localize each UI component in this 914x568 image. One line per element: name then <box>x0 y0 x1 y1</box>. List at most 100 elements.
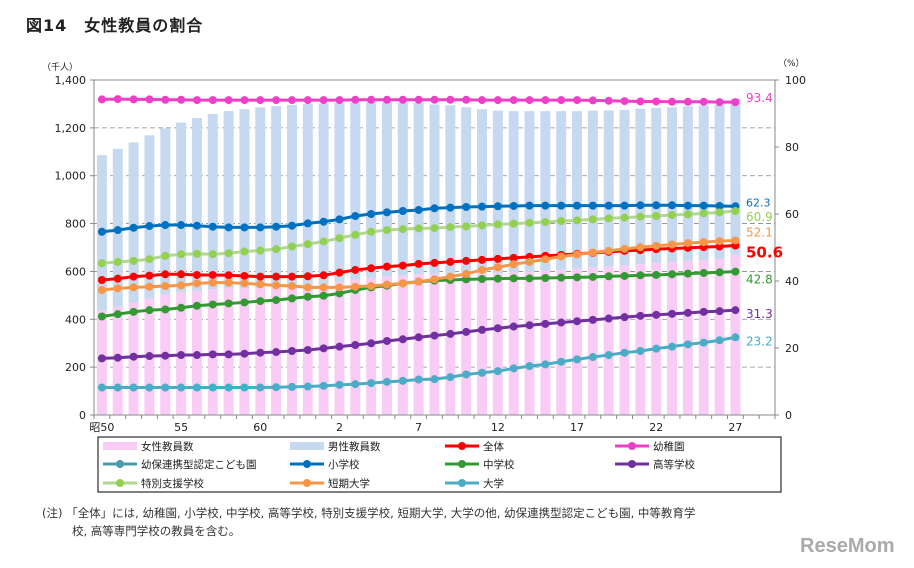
data-point <box>668 211 677 220</box>
data-point <box>541 201 550 210</box>
data-point <box>161 282 170 291</box>
data-point <box>351 212 360 221</box>
data-point <box>335 96 344 105</box>
data-point <box>636 271 645 280</box>
bar-female <box>96 310 107 415</box>
data-point <box>541 360 550 369</box>
data-point <box>715 336 724 345</box>
data-point <box>161 305 170 314</box>
y-tick-label-right: 0 <box>785 409 792 422</box>
data-point <box>319 291 328 300</box>
data-point <box>652 201 661 210</box>
bar-female <box>667 262 678 415</box>
data-point <box>430 95 439 104</box>
data-point <box>398 206 407 215</box>
data-point <box>462 327 471 336</box>
data-point <box>430 375 439 384</box>
data-point <box>715 268 724 277</box>
data-point <box>256 383 265 392</box>
data-point <box>256 272 265 281</box>
data-point <box>525 274 534 283</box>
data-point <box>557 201 566 210</box>
data-point <box>113 284 122 293</box>
data-point <box>446 95 455 104</box>
data-point <box>256 348 265 357</box>
data-point <box>97 275 106 284</box>
y-tick-label-right: 80 <box>785 141 799 154</box>
data-point <box>177 303 186 312</box>
legend-label: 大学 <box>483 477 504 490</box>
data-point <box>240 247 249 256</box>
data-point <box>683 340 692 349</box>
bar-male <box>524 111 535 272</box>
data-point <box>319 96 328 105</box>
data-point <box>351 282 360 291</box>
data-point <box>493 367 502 376</box>
legend-label: 特別支援学校 <box>141 477 204 490</box>
data-point <box>668 342 677 351</box>
data-point <box>668 270 677 279</box>
data-point <box>541 96 550 105</box>
data-point <box>588 201 597 210</box>
data-point <box>699 97 708 106</box>
bar-male <box>556 111 567 270</box>
data-point <box>430 331 439 340</box>
data-point <box>287 242 296 251</box>
data-point <box>272 96 281 105</box>
data-point <box>509 253 518 262</box>
legend-label: 高等学校 <box>653 458 695 471</box>
bar-female <box>508 272 519 415</box>
y-tick-label-left: 0 <box>79 409 86 422</box>
data-point <box>557 357 566 366</box>
x-tick-label: 60 <box>253 421 267 434</box>
data-point <box>208 383 217 392</box>
data-point <box>287 382 296 391</box>
data-point <box>446 272 455 281</box>
data-point <box>208 222 217 231</box>
data-point <box>382 226 391 235</box>
bar-male <box>334 102 345 283</box>
data-point <box>303 292 312 301</box>
data-point <box>573 317 582 326</box>
data-point <box>652 310 661 319</box>
data-point <box>588 353 597 362</box>
data-point <box>351 340 360 349</box>
data-point <box>652 212 661 221</box>
data-point <box>541 255 550 264</box>
bar-male <box>318 103 329 286</box>
data-point <box>620 348 629 357</box>
bar-female <box>682 260 693 415</box>
data-point <box>398 95 407 104</box>
data-point <box>240 349 249 358</box>
data-point <box>303 240 312 249</box>
data-point <box>192 383 201 392</box>
data-point <box>367 264 376 273</box>
bar-female <box>381 276 392 415</box>
data-point <box>97 383 106 392</box>
data-point <box>367 210 376 218</box>
data-point <box>129 256 138 265</box>
data-point <box>588 96 597 105</box>
data-point <box>668 201 677 210</box>
data-point <box>414 224 423 233</box>
legend-marker <box>458 460 466 468</box>
data-point <box>699 209 708 218</box>
data-point <box>509 274 518 283</box>
bar-male <box>191 118 202 291</box>
data-point <box>240 383 249 392</box>
data-point <box>145 383 154 392</box>
end-value-label: 50.6 <box>746 243 783 261</box>
bar-male <box>429 104 440 275</box>
data-point <box>240 279 249 288</box>
bar-female <box>651 263 662 415</box>
data-point <box>541 218 550 227</box>
end-value-label: 42.8 <box>746 273 773 287</box>
data-point <box>525 321 534 330</box>
legend-label: 男性教員数 <box>328 440 381 453</box>
bar-female <box>556 269 567 415</box>
data-point <box>145 306 154 315</box>
data-point <box>414 205 423 214</box>
data-point <box>113 257 122 266</box>
data-point <box>541 319 550 328</box>
data-point <box>573 96 582 105</box>
